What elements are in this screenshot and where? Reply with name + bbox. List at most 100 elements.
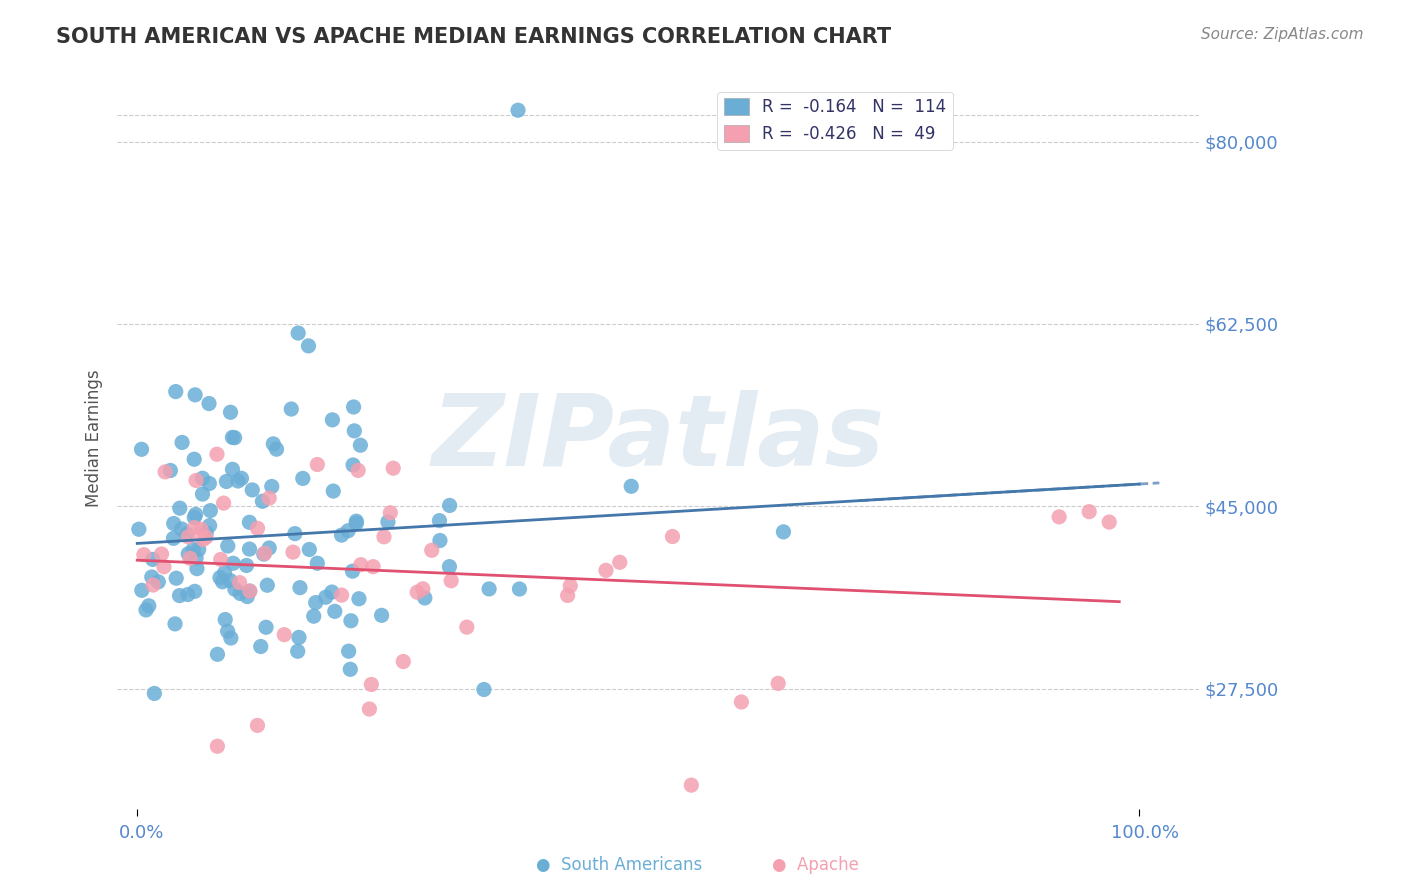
Point [183,452,205,467]
Point [150,547,173,561]
Text: ●  South Americans: ● South Americans [536,856,702,874]
Point [177,588,200,602]
Point [249,640,271,654]
Point [340,614,363,628]
Point [128,522,150,536]
Point [214,613,236,627]
Point [207,648,229,662]
Point [236,590,259,604]
Point [429,514,451,528]
Point [169,501,191,516]
Point [238,542,260,557]
Point [229,586,252,600]
Point [159,463,181,477]
Text: Source: ZipAtlas.com: Source: ZipAtlas.com [1201,27,1364,42]
Point [198,396,221,410]
Point [260,479,283,493]
Point [179,551,201,566]
Point [380,506,402,520]
Point [297,339,319,353]
Point [307,556,329,570]
Point [184,508,207,522]
Point [142,578,165,592]
Point [420,543,443,558]
Text: 0.0%: 0.0% [120,824,165,842]
Point [217,539,239,553]
Point [344,514,367,528]
Point [195,530,218,544]
Point [183,520,205,534]
Point [246,718,269,732]
Point [217,624,239,639]
Point [287,644,309,658]
Point [439,499,461,513]
Point [191,487,214,501]
Point [620,479,643,493]
Point [219,405,242,419]
Point [766,676,789,690]
Point [132,548,155,562]
Point [377,515,399,529]
Point [142,552,165,566]
Point [609,555,631,569]
Point [557,589,579,603]
Point [153,559,176,574]
Point [560,579,582,593]
Point [681,778,703,792]
Point [211,574,233,589]
Point [288,631,311,645]
Point [235,558,257,573]
Point [224,582,246,597]
Point [1047,509,1070,524]
Point [214,566,236,580]
Point [342,400,364,414]
Point [163,616,186,631]
Point [349,438,371,452]
Point [315,591,337,605]
Point [187,542,209,557]
Point [382,461,405,475]
Point [184,551,207,566]
Point [177,530,200,544]
Point [360,677,382,691]
Point [222,556,245,570]
Point [347,463,370,477]
Point [138,599,160,613]
Point [595,563,617,577]
Point [1078,505,1101,519]
Point [302,609,325,624]
Point [190,522,212,536]
Point [184,474,207,488]
Point [238,516,260,530]
Point [176,527,198,541]
Point [472,682,495,697]
Point [170,522,193,536]
Point [253,547,276,561]
Point [287,326,309,340]
Point [456,620,478,634]
Point [440,574,463,588]
Point [392,655,415,669]
Point [772,524,794,539]
Point [256,578,278,592]
Point [373,530,395,544]
Point [370,608,392,623]
Point [253,546,276,560]
Point [169,589,191,603]
Point [198,518,221,533]
Point [141,570,163,584]
Point [321,585,343,599]
Point [226,474,249,488]
Point [339,662,361,676]
Point [200,503,222,517]
Point [337,524,360,538]
Point [163,516,186,531]
Point [344,516,367,531]
Point [239,584,262,599]
Point [730,695,752,709]
Point [321,413,343,427]
Point [172,435,194,450]
Point [305,596,328,610]
Point [330,588,353,602]
Point [342,458,364,472]
